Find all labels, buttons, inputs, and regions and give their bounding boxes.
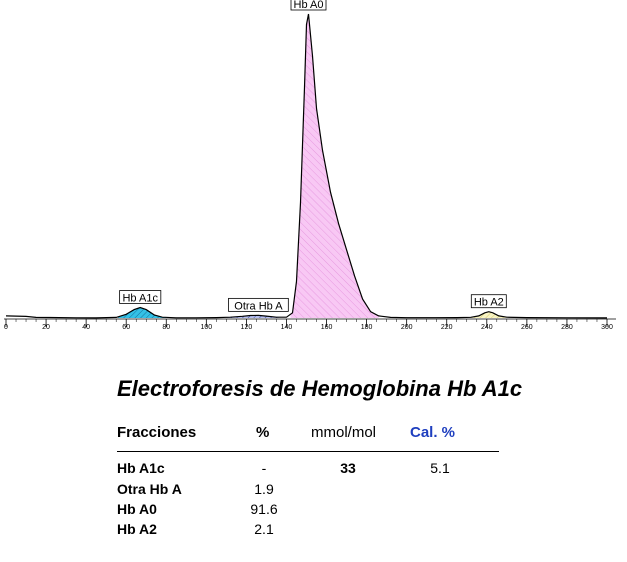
x-tick-label: 280 (561, 324, 573, 331)
table-row: Otra Hb A 1.9 (0, 481, 627, 502)
x-tick-label: 160 (321, 324, 333, 331)
x-tick-label: 140 (281, 324, 293, 331)
fraction-name: Hb A0 (117, 501, 157, 517)
x-tick-label: 120 (241, 324, 253, 331)
header-cal-percent: Cal. % (410, 424, 456, 441)
fraction-name: Hb A1c (117, 460, 165, 476)
peak-label-box (119, 290, 162, 304)
fraction-mmol: 33 (340, 460, 356, 476)
header-divider (117, 451, 499, 452)
x-tick-label: 200 (401, 324, 413, 331)
peak-label: Otra Hb A (228, 297, 289, 312)
fraction-percent: 1.9 (254, 481, 274, 497)
x-tick-label: 300 (601, 324, 613, 331)
electrophoresis-chart: 0 20 40 60 80 100 120 140 160 180 200 220 240 260 280 3… (4, 0, 616, 331)
peak-label: Hb A2 (470, 294, 507, 309)
x-tick-label: 0 (4, 324, 8, 331)
fraction-percent: - (261, 460, 267, 476)
table-row: Hb A0 91.6 (0, 501, 627, 522)
x-tick-label: 80 (162, 324, 170, 331)
peak-area-hb-a2 (470, 311, 507, 318)
peak-label-box (470, 294, 507, 309)
table-row: Hb A2 2.1 (0, 521, 627, 542)
header-mmol: mmol/mol (311, 424, 377, 441)
header-fracciones: Fracciones (117, 424, 197, 441)
peak-label-box (290, 0, 327, 11)
peak-label-text: Hb A1c (122, 293, 158, 305)
peak-label: Hb A0 (290, 0, 327, 11)
fraction-percent: 91.6 (250, 501, 278, 517)
table-row: Hb A1c - 33 5.1 (0, 460, 627, 481)
header-percent: % (256, 424, 270, 441)
electropherogram-curve (5, 13, 608, 319)
x-tick-label: 40 (82, 324, 90, 331)
x-tick-label: 260 (521, 324, 533, 331)
peak-label-box (228, 297, 289, 312)
peak-label-text: Otra Hb A (234, 300, 283, 312)
fraction-cal: 5.1 (430, 460, 450, 476)
peak-label: Hb A1c (119, 290, 162, 305)
x-tick-label: 20 (42, 324, 50, 331)
x-tick-label: 60 (122, 324, 130, 331)
x-tick-label: 240 (481, 324, 493, 331)
x-axis: 0 20 40 60 80 100 120 140 160 180 200 220 240 260 280 3… (4, 318, 616, 331)
fraction-name: Hb A2 (117, 521, 157, 537)
x-tick-label: 180 (361, 324, 373, 331)
peak-labels: Hb A1c Otra Hb A Hb A0 Hb A2 (119, 0, 507, 312)
x-tick-label: 100 (200, 324, 212, 331)
peak-area-hb-a0 (290, 14, 379, 318)
x-tick-label: 220 (441, 324, 453, 331)
fraction-percent: 2.1 (254, 521, 274, 537)
peak-label-text: Hb A2 (474, 297, 504, 309)
report-title: Electroforesis de Hemoglobina Hb A1c (117, 376, 523, 401)
peak-label-text: Hb A0 (294, 0, 324, 11)
fraction-name: Otra Hb A (117, 481, 182, 497)
